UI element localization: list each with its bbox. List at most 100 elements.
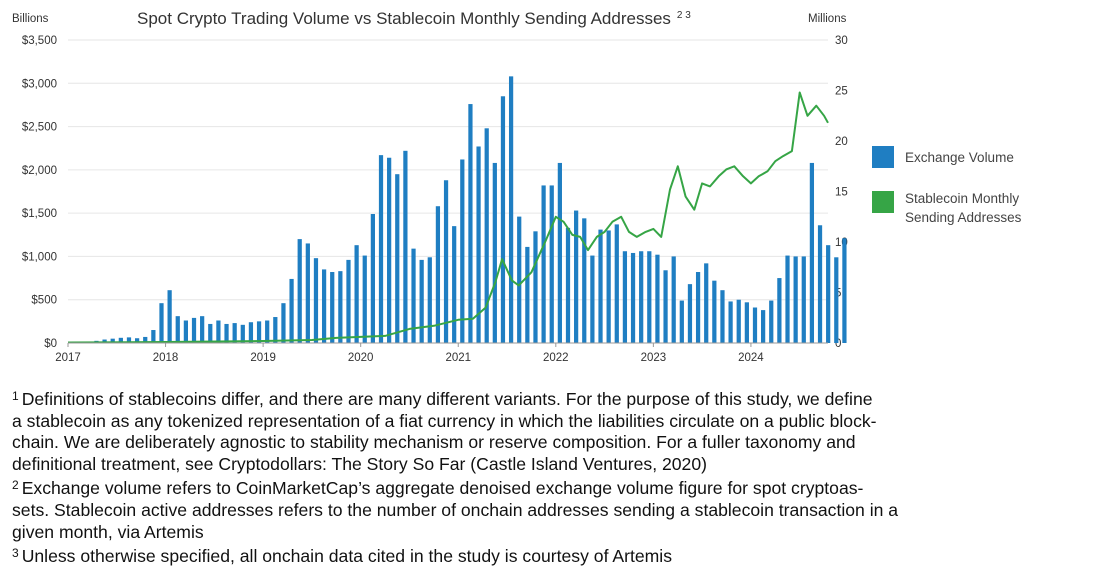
x-axis-ticks: 2017 2018 2019 2020 2021 2022 2023 2024 xyxy=(55,343,764,364)
x-axis-tick-label: 2017 xyxy=(55,352,81,364)
bar xyxy=(289,278,294,343)
chart-title: Spot Crypto Trading Volume vs Stablecoin… xyxy=(137,9,691,28)
legend-swatch-exchange-volume xyxy=(872,146,894,168)
legend-label-line: Sending Addresses xyxy=(905,210,1022,225)
bar xyxy=(752,307,758,343)
bar xyxy=(443,180,449,343)
bar xyxy=(419,259,424,343)
legend: Exchange Volume Stablecoin Monthly Sendin… xyxy=(872,146,1022,225)
bar xyxy=(248,322,254,343)
footnote-line: Exchange volume refers to CoinMarketCap’… xyxy=(21,478,864,499)
bar xyxy=(191,317,197,343)
bar xyxy=(598,229,603,343)
chart-title-text: Spot Crypto Trading Volume vs Stablecoin… xyxy=(137,9,671,28)
bar xyxy=(695,272,701,343)
bar xyxy=(468,104,473,343)
footnote-line: definitional treatment, see Cryptodollar… xyxy=(12,453,707,474)
left-axis-ticks: $0 $500 $1,000 $1,500 $2,000 $2,500 $3,000 $3,5… xyxy=(22,35,57,350)
bar xyxy=(785,255,790,343)
footnote-line: chain. We are deliberately agnostic to s… xyxy=(12,432,856,453)
bar xyxy=(663,270,668,343)
bar xyxy=(590,255,595,343)
bar xyxy=(297,239,302,343)
bar xyxy=(525,246,530,343)
footnote-2: 2 Exchange volume refers to CoinMarketCap… xyxy=(12,475,1087,543)
right-axis-tick-label: 20 xyxy=(835,136,848,148)
footnote-1-mark: 1 xyxy=(12,389,19,403)
bar xyxy=(842,238,847,343)
bar xyxy=(216,320,221,343)
bar xyxy=(508,76,514,344)
left-axis-tick-label: $1,000 xyxy=(22,251,57,263)
legend-label-exchange-volume: Exchange Volume xyxy=(905,150,1014,165)
bar xyxy=(614,224,619,343)
bar xyxy=(273,317,278,343)
bar xyxy=(313,258,319,343)
bar xyxy=(395,174,400,343)
bar xyxy=(338,271,343,343)
bar xyxy=(809,162,815,343)
bar xyxy=(183,320,188,343)
right-axis-tick-label: 15 xyxy=(835,187,848,199)
left-axis-tick-label: $0 xyxy=(44,338,57,350)
chart: Billions Millions Spot Crypto Trading Vo… xyxy=(12,9,1022,364)
bar xyxy=(565,227,571,343)
left-axis-tick-label: $3,500 xyxy=(22,35,57,47)
bar xyxy=(492,162,497,343)
footnotes: 1 Definitions of stablecoins differ, and … xyxy=(12,386,1087,568)
left-axis-tick-label: $500 xyxy=(31,295,57,307)
footnote-line: a stablecoin as any tokenized representa… xyxy=(12,410,877,431)
bar xyxy=(557,162,562,343)
footnote-1: 1 Definitions of stablecoins differ, and … xyxy=(12,386,1087,475)
bar xyxy=(143,336,148,343)
bar xyxy=(549,185,554,343)
left-axis-tick-label: $3,000 xyxy=(22,78,57,90)
right-axis-tick-label: 0 xyxy=(835,338,841,350)
bar xyxy=(110,338,115,343)
stablecoin-addresses-line xyxy=(67,91,829,344)
right-axis-unit-label: Millions xyxy=(808,13,847,25)
x-axis-tick-label: 2023 xyxy=(641,352,667,364)
bar xyxy=(761,310,766,343)
bar xyxy=(411,248,416,343)
bar xyxy=(370,214,375,343)
bar xyxy=(834,257,839,343)
exchange-volume-bars xyxy=(69,76,847,344)
bar xyxy=(200,316,205,343)
bar xyxy=(151,330,156,343)
chart-title-superscript: 2 3 xyxy=(677,10,691,21)
bar xyxy=(679,300,684,343)
bar xyxy=(159,303,164,343)
bar xyxy=(712,280,717,343)
bar xyxy=(736,299,741,343)
footnote-3-mark: 3 xyxy=(12,546,19,561)
bar xyxy=(826,245,831,343)
bar xyxy=(256,321,262,343)
bar xyxy=(517,216,522,343)
x-axis-tick-label: 2021 xyxy=(445,352,471,364)
bar xyxy=(452,226,457,343)
right-axis-tick-label: 25 xyxy=(835,86,848,98)
bar xyxy=(281,303,286,343)
x-axis-tick-label: 2019 xyxy=(250,352,276,364)
bar xyxy=(817,225,823,343)
bar xyxy=(582,218,587,343)
bar xyxy=(134,338,140,343)
right-axis-tick-label: 30 xyxy=(835,35,848,47)
legend-label-line: Stablecoin Monthly xyxy=(905,191,1019,206)
footnote-3: 3 Unless otherwise specified, all onchain… xyxy=(12,543,1087,568)
footnote-line: sets. Stablecoin active addresses refers… xyxy=(12,499,899,520)
bar xyxy=(541,185,546,343)
bar xyxy=(265,320,270,343)
bar xyxy=(484,128,489,343)
footnote-line: Unless otherwise specified, all onchain … xyxy=(21,546,673,567)
bar xyxy=(574,210,579,343)
bar xyxy=(330,272,335,343)
x-axis-tick-label: 2022 xyxy=(543,352,569,364)
bar xyxy=(744,302,749,343)
bar xyxy=(769,300,774,343)
bar xyxy=(704,263,709,343)
bar xyxy=(354,245,359,343)
bar xyxy=(362,255,367,343)
bar xyxy=(240,324,245,343)
